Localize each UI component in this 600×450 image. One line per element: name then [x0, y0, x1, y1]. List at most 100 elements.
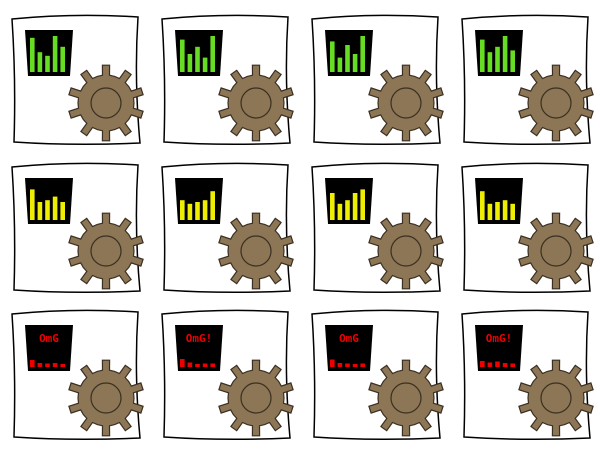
meter-bar	[360, 36, 365, 72]
meter-bar	[202, 200, 208, 220]
meter-bar	[202, 363, 208, 367]
gear-icon	[218, 212, 294, 290]
meter-bar	[510, 203, 515, 220]
sprite-frame-alert: OmG!	[161, 309, 294, 441]
gear-icon	[518, 64, 594, 142]
meter-bar	[37, 202, 43, 220]
alert-label: OmG!	[486, 332, 513, 345]
meter-bar	[352, 193, 358, 220]
gear-hub	[390, 87, 422, 119]
sprite-frame-good	[161, 14, 294, 146]
meter-bar	[345, 45, 350, 72]
gear-hub	[90, 382, 122, 414]
meter-bar	[37, 52, 43, 72]
meter-bar	[487, 362, 493, 367]
meter-bar	[210, 363, 215, 367]
gear-hub	[540, 382, 572, 414]
alert-label: OmG!	[186, 332, 213, 345]
meter-bar	[187, 54, 193, 72]
meter-bar	[337, 363, 343, 367]
gear-icon	[218, 64, 294, 142]
sprite-frame-warning	[461, 162, 594, 294]
gear-hub	[240, 235, 272, 267]
meter-bar	[30, 37, 35, 72]
meter-bar	[52, 196, 58, 220]
sprite-frame-good	[461, 14, 594, 146]
monitor-screen	[325, 325, 373, 371]
meter-bar	[480, 361, 485, 367]
gear-hub	[90, 87, 122, 119]
meter-bar	[360, 363, 365, 367]
meter-bar	[210, 36, 215, 72]
meter-bar	[187, 362, 193, 367]
sprite-frame-warning	[11, 162, 144, 294]
meter-bar	[480, 39, 485, 72]
meter-bar	[345, 200, 350, 220]
sprite-frame-good	[311, 14, 444, 146]
meter-bar	[330, 359, 335, 367]
meter-bar	[60, 202, 65, 220]
meter-bar	[495, 202, 500, 220]
gear-icon	[368, 359, 444, 437]
meter-bar	[495, 361, 500, 367]
meter-bar	[30, 360, 35, 367]
gear-hub	[240, 87, 272, 119]
meter-bar	[52, 363, 58, 367]
alert-label: OmG	[339, 332, 359, 345]
gear-icon	[518, 212, 594, 290]
meter-bar	[487, 52, 493, 72]
sprite-frame-good	[11, 14, 144, 146]
sprite-frame-alert: OmG	[11, 309, 144, 441]
monitor-screen	[175, 325, 223, 371]
meter-bar	[30, 189, 35, 220]
meter-bar	[187, 203, 193, 220]
meter-bar	[195, 364, 200, 367]
meter-bar	[195, 46, 200, 72]
meter-bar	[330, 193, 335, 220]
meter-bar	[360, 189, 365, 220]
meter-bar	[502, 363, 508, 367]
gear-icon	[218, 359, 294, 437]
gear-hub	[90, 235, 122, 267]
monitor-screen	[475, 325, 523, 371]
gear-hub	[540, 235, 572, 267]
gear-icon	[368, 64, 444, 142]
meter-bar	[345, 363, 350, 367]
gear-hub	[390, 235, 422, 267]
sprite-frame-alert: OmG	[311, 309, 444, 441]
sprite-frame-warning	[311, 162, 444, 294]
meter-bar	[352, 364, 358, 367]
meter-bar	[180, 39, 185, 72]
meter-bar	[45, 200, 50, 220]
gear-icon	[68, 212, 144, 290]
meter-bar	[337, 57, 343, 72]
gear-hub	[390, 382, 422, 414]
meter-bar	[60, 364, 65, 367]
meter-bar	[180, 359, 185, 367]
meter-bar	[510, 363, 515, 367]
meter-bar	[487, 203, 493, 220]
meter-bar	[502, 200, 508, 220]
meter-bar	[37, 363, 43, 367]
meter-bar	[495, 46, 500, 72]
meter-bar	[337, 203, 343, 220]
meter-bar	[52, 36, 58, 72]
meter-bar	[45, 55, 50, 72]
meter-bar	[45, 363, 50, 367]
gear-hub	[540, 87, 572, 119]
gear-icon	[518, 359, 594, 437]
sprite-frame-warning	[161, 162, 294, 294]
gear-hub	[240, 382, 272, 414]
meter-bar	[480, 191, 485, 220]
meter-bar	[502, 36, 508, 72]
meter-bar	[202, 57, 208, 72]
meter-bar	[330, 41, 335, 72]
meter-bar	[510, 50, 515, 72]
meter-bar	[180, 200, 185, 220]
meter-bar	[210, 191, 215, 220]
gear-icon	[368, 212, 444, 290]
meter-bar	[60, 46, 65, 72]
meter-bar	[352, 54, 358, 72]
gear-icon	[68, 359, 144, 437]
